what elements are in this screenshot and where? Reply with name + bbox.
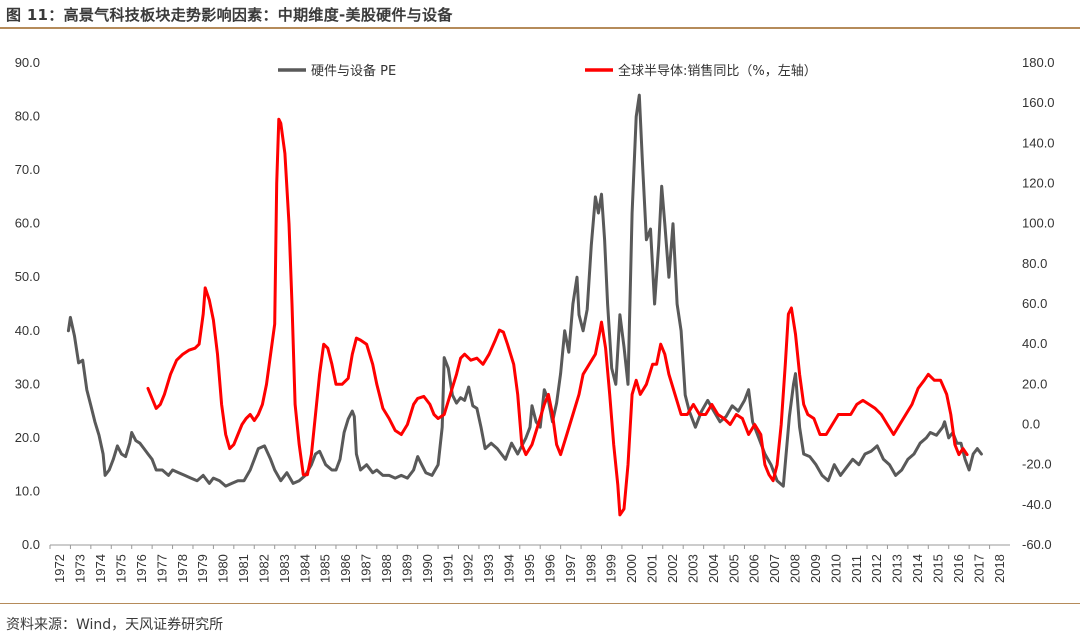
x-tick-label: 2015: [931, 554, 946, 583]
x-tick-label: 1991: [440, 554, 455, 583]
x-tick-label: 2010: [828, 554, 843, 583]
right-tick-label: 60.0: [1022, 296, 1047, 311]
left-tick-label: 40.0: [15, 323, 40, 338]
x-tick-label: 1972: [52, 554, 67, 583]
left-axis-ticks: 0.0 10.0 20.0 30.0 40.0 50.0 60.0 70.0 80.0 90.0: [15, 55, 40, 552]
left-tick-label: 70.0: [15, 162, 40, 177]
right-axis-ticks: -60.0 -40.0 -20.0 0.0 20.0 40.0 60.0 80.0 100.0 1…: [1022, 55, 1055, 552]
legend-label: 全球半导体:销售同比（%，左轴）: [618, 63, 817, 79]
x-tick-label: 1996: [542, 554, 557, 583]
x-tick-label: 1986: [338, 554, 353, 583]
source-note: 资料来源：Wind，天风证券研究所: [6, 617, 224, 633]
x-tick-label: 2008: [788, 554, 803, 583]
x-tick-label: 1984: [297, 554, 312, 583]
x-tick-label: 2018: [992, 554, 1007, 583]
right-tick-label: 120.0: [1022, 176, 1055, 191]
left-tick-label: 50.0: [15, 269, 40, 284]
x-tick-label: 1983: [277, 554, 292, 583]
right-tick-label: 80.0: [1022, 256, 1047, 271]
bottom-rule: [0, 603, 1080, 604]
x-tick-label: 1989: [399, 554, 414, 583]
x-tick-label: 2000: [624, 554, 639, 583]
right-tick-label: 40.0: [1022, 336, 1047, 351]
x-tick-label: 1985: [318, 554, 333, 583]
x-tick-label: 1976: [134, 554, 149, 583]
right-tick-label: -60.0: [1022, 537, 1052, 552]
x-tick-label: 2006: [747, 554, 762, 583]
x-tick-label: 2011: [849, 555, 864, 583]
x-tick-label: 1977: [154, 554, 169, 583]
right-tick-label: 0.0: [1022, 417, 1040, 432]
x-tick-label: 2009: [808, 554, 823, 583]
left-tick-label: 20.0: [15, 430, 40, 445]
x-tick-label: 1982: [256, 554, 271, 583]
x-tick-label: 1994: [502, 554, 517, 583]
x-tick-label: 1981: [236, 554, 251, 583]
x-tick-label: 1995: [522, 554, 537, 583]
x-tick-label: 1993: [481, 554, 496, 583]
x-tick-label: 1973: [73, 554, 88, 583]
top-rule: [0, 27, 1080, 29]
series-line-pe: [66, 93, 983, 488]
x-axis-ticks: 1972 1973 1974 1975 1976 1977 1978 1979 1980 1981…: [49, 545, 1007, 583]
x-tick-label: 2001: [645, 554, 660, 583]
x-tick-label: 1974: [93, 554, 108, 583]
series-line-sales: [146, 117, 969, 517]
right-tick-label: 180.0: [1022, 55, 1055, 70]
right-tick-label: 20.0: [1022, 376, 1047, 391]
x-tick-label: 2007: [767, 554, 782, 583]
x-tick-label: 2002: [665, 554, 680, 583]
x-tick-label: 1980: [216, 554, 231, 583]
x-tick-label: 1988: [379, 554, 394, 583]
right-tick-label: 140.0: [1022, 135, 1055, 150]
series-layer: [66, 93, 983, 517]
left-tick-label: 0.0: [22, 537, 40, 552]
x-tick-label: 1990: [420, 554, 435, 583]
left-tick-label: 80.0: [15, 109, 40, 124]
x-tick-label: 2012: [869, 554, 884, 583]
x-tick-label: 1987: [359, 554, 374, 583]
x-tick-label: 1998: [583, 554, 598, 583]
right-tick-label: -40.0: [1022, 497, 1052, 512]
x-tick-label: 1992: [461, 554, 476, 583]
x-tick-label: 2017: [971, 554, 986, 583]
right-tick-label: 160.0: [1022, 95, 1055, 110]
x-tick-label: 2013: [890, 554, 905, 583]
right-tick-label: -20.0: [1022, 457, 1052, 472]
x-tick-label: 1975: [113, 554, 128, 583]
left-tick-label: 30.0: [15, 376, 40, 391]
x-tick-label: 2005: [726, 554, 741, 583]
left-tick-label: 10.0: [15, 483, 40, 498]
right-tick-label: 100.0: [1022, 216, 1055, 231]
figure-title: 图 11：高景气科技板块走势影响因素：中期维度-美股硬件与设备: [6, 6, 453, 24]
x-tick-label: 2004: [706, 554, 721, 583]
left-tick-label: 90.0: [15, 55, 40, 70]
x-tick-label: 1999: [604, 554, 619, 583]
left-tick-label: 60.0: [15, 216, 40, 231]
x-tick-label: 2016: [951, 554, 966, 583]
x-tick-label: 1979: [195, 554, 210, 583]
x-tick-label: 2014: [910, 554, 925, 583]
x-tick-label: 1997: [563, 554, 578, 583]
x-tick-label: 2003: [685, 554, 700, 583]
x-tick-label: 1978: [175, 554, 190, 583]
legend: 硬件与设备 PE 全球半导体:销售同比（%，左轴）: [278, 63, 817, 79]
legend-label: 硬件与设备 PE: [311, 63, 396, 79]
